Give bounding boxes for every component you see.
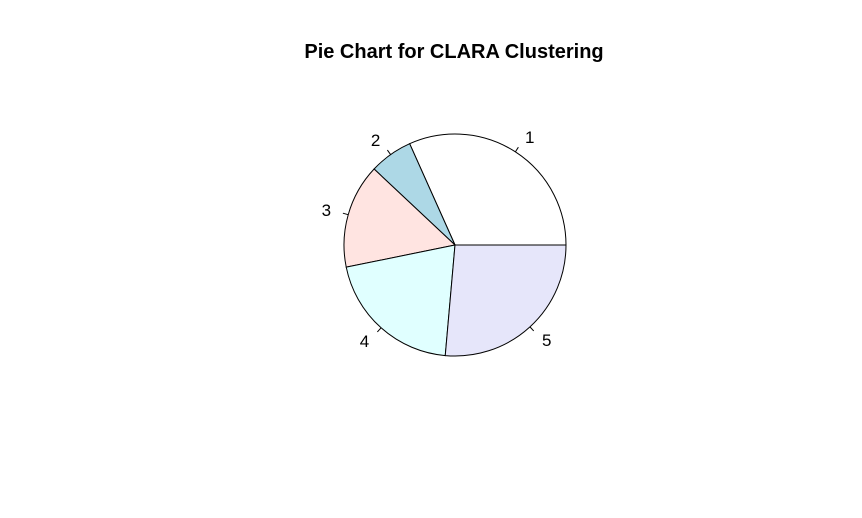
pie-slices [343, 133, 567, 357]
pie-label-tick-5 [529, 326, 535, 332]
pie-label-tick-3 [342, 212, 349, 216]
chart-title: Pie Chart for CLARA Clustering [304, 41, 603, 63]
pie-labels: 1 2 3 4 5 [322, 128, 552, 351]
pie-slice-4 [345, 244, 456, 357]
pie-slice-5 [444, 244, 567, 357]
pie-label-1: 1 [525, 128, 534, 147]
pie-slice-3 [343, 168, 457, 268]
pie-label-5: 5 [542, 331, 551, 350]
pie-label-tick-1 [514, 146, 519, 153]
pie-label-3: 3 [322, 201, 331, 220]
pie-label-4: 4 [360, 332, 369, 351]
pie-label-2: 2 [371, 131, 380, 150]
pie-label-tick-4 [377, 327, 382, 333]
pie-label-tick-2 [386, 149, 392, 155]
